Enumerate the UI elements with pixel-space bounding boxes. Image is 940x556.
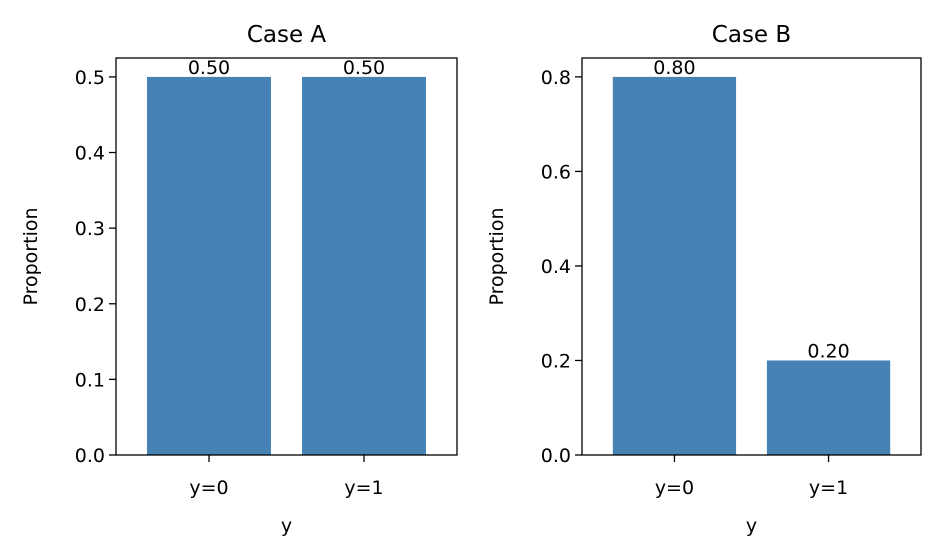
data-label: 0.20 <box>807 340 849 362</box>
data-labels: 0.50 0.50 <box>188 57 385 79</box>
x-ticks: y=0 y=1 <box>655 455 848 499</box>
x-axis-label: y <box>281 515 292 537</box>
y-tick-label: 0.5 <box>75 67 105 89</box>
y-ticks: 0.0 0.2 0.4 0.6 0.8 <box>541 67 582 467</box>
x-tick-label: y=1 <box>344 477 383 499</box>
data-label: 0.50 <box>343 57 385 79</box>
chart-title: Case B <box>712 22 791 48</box>
subplot-case-b: 0.80 0.20 0.0 0.2 0.4 0.6 0.8 y=0 y=1 Case B y… <box>486 22 922 537</box>
bar-y-0 <box>147 76 271 456</box>
bars <box>147 76 426 456</box>
data-label: 0.50 <box>188 57 230 79</box>
x-ticks: y=0 y=1 <box>189 455 384 499</box>
y-tick-label: 0.2 <box>75 294 105 316</box>
bars <box>612 76 891 456</box>
bar-y-0 <box>612 76 737 456</box>
x-tick-label: y=1 <box>809 477 848 499</box>
y-tick-label: 0.0 <box>541 445 571 467</box>
y-tick-label: 0.0 <box>75 445 105 467</box>
y-tick-label: 0.2 <box>541 350 571 372</box>
bar-y-1 <box>302 76 426 456</box>
chart-title: Case A <box>247 22 327 48</box>
y-tick-label: 0.3 <box>75 218 105 240</box>
y-axis-label: Proportion <box>20 207 42 305</box>
y-tick-label: 0.6 <box>541 161 571 183</box>
axes-frame <box>115 57 458 456</box>
subplot-case-a: 0.50 0.50 0.0 0.1 0.2 0.3 0.4 0.5 y=0 y=1 Case … <box>20 22 458 537</box>
y-tick-label: 0.8 <box>541 67 571 89</box>
y-ticks: 0.0 0.1 0.2 0.3 0.4 0.5 <box>75 67 116 467</box>
axes-frame <box>581 57 922 456</box>
y-axis-label: Proportion <box>486 207 508 305</box>
x-tick-label: y=0 <box>655 477 694 499</box>
y-tick-label: 0.4 <box>75 143 105 165</box>
data-label: 0.80 <box>653 57 695 79</box>
x-tick-label: y=0 <box>189 477 228 499</box>
y-tick-label: 0.1 <box>75 369 105 391</box>
x-axis-label: y <box>746 515 757 537</box>
y-tick-label: 0.4 <box>541 256 571 278</box>
bar-y-1 <box>766 360 891 455</box>
data-labels: 0.80 0.20 <box>653 57 849 363</box>
